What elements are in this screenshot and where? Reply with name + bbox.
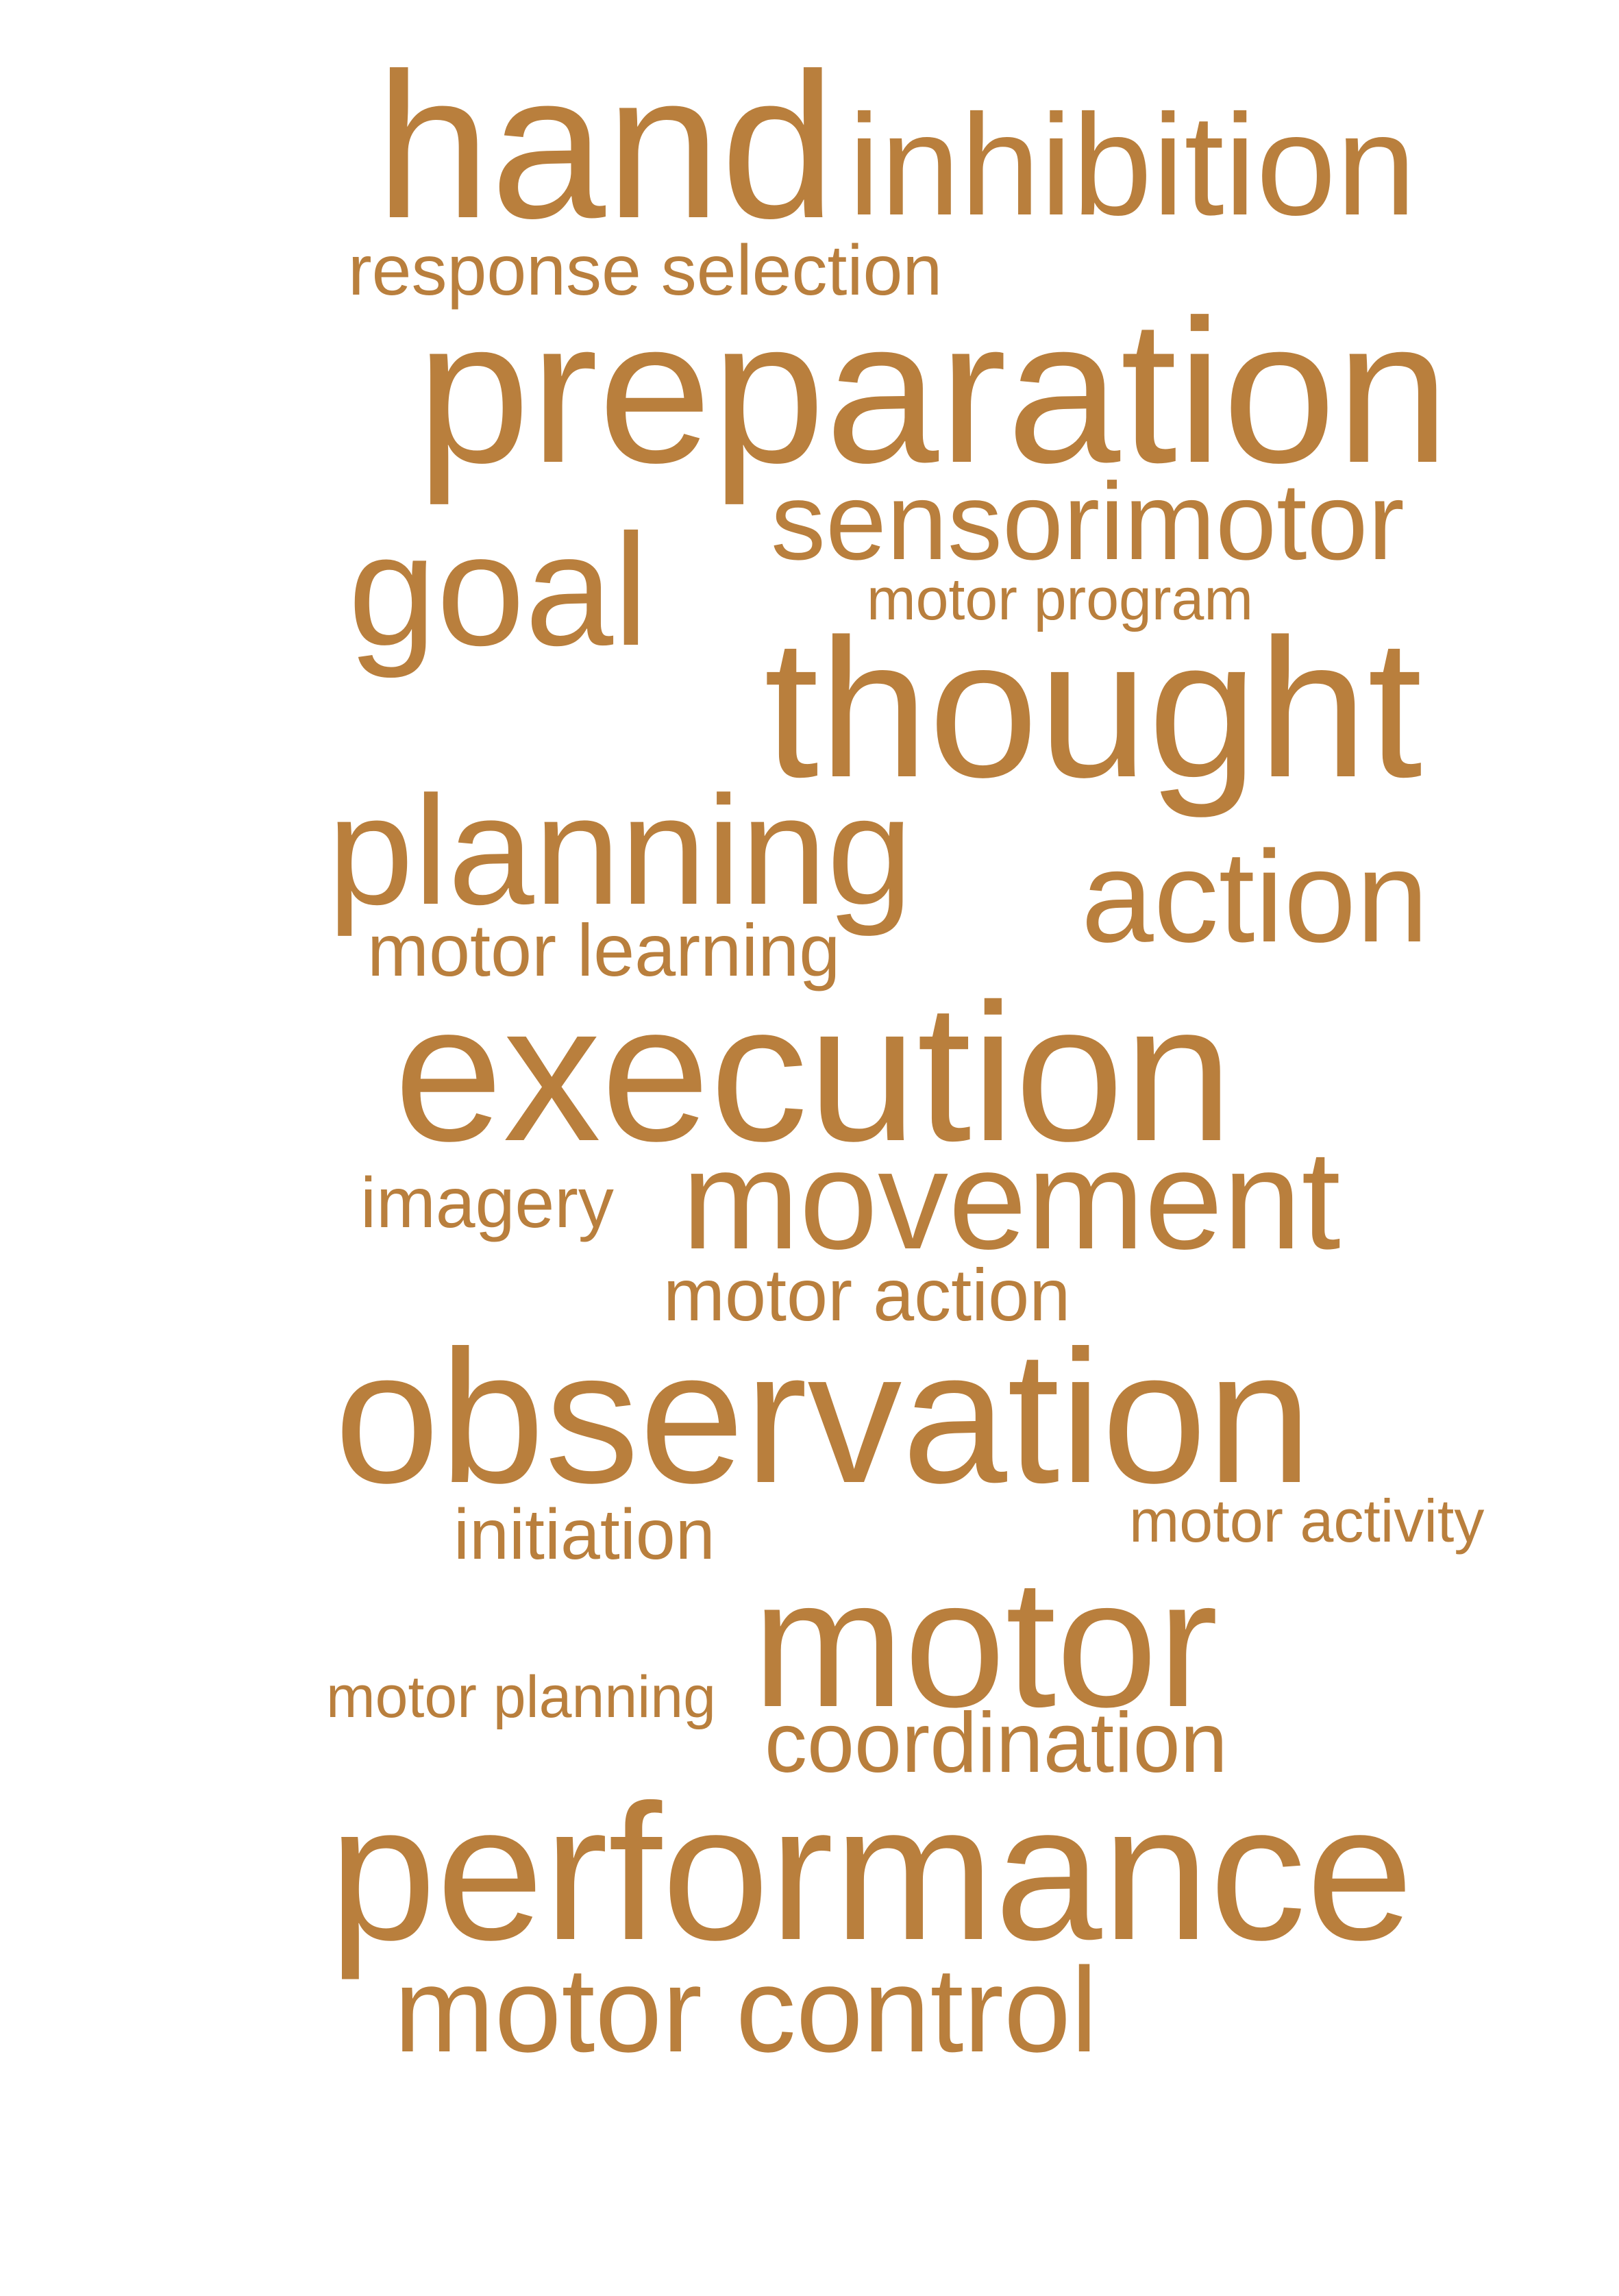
word-motor: motor <box>752 1542 1218 1745</box>
word-hand: hand <box>375 30 836 261</box>
word-planning: planning <box>327 763 913 937</box>
word-goal: goal <box>348 502 649 679</box>
word-motor-action: motor action <box>663 1253 1071 1336</box>
word-imagery: imagery <box>360 1163 614 1243</box>
word-performance: performance <box>329 1764 1414 1980</box>
word-initiation: initiation <box>454 1495 715 1575</box>
word-thought: thought <box>764 598 1422 819</box>
word-execution: execution <box>394 963 1233 1182</box>
word-preparation: preparation <box>417 277 1450 506</box>
word-motor-learning: motor learning <box>367 909 841 991</box>
word-coordination: coordination <box>765 1696 1228 1790</box>
word-motor-activity: motor activity <box>1129 1487 1485 1555</box>
word-observation: observation <box>334 1311 1312 1522</box>
word-action: action <box>1081 824 1429 970</box>
word-motor-program: motor program <box>867 567 1253 632</box>
word-sensorimotor: sensorimotor <box>771 460 1405 582</box>
word-response-selection: response selection <box>348 231 943 310</box>
word-movement: movement <box>682 1121 1341 1279</box>
word-motor-planning: motor planning <box>326 1664 716 1730</box>
word-inhibition: inhibition <box>848 84 1416 245</box>
word-motor-control: motor control <box>394 1943 1098 2077</box>
